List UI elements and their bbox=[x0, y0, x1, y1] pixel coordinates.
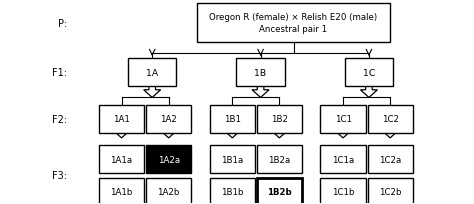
Text: 1C2: 1C2 bbox=[382, 115, 399, 124]
Text: 1A1b: 1A1b bbox=[110, 187, 133, 196]
Text: F3:: F3: bbox=[52, 171, 67, 180]
Polygon shape bbox=[144, 87, 161, 98]
Text: 1C2b: 1C2b bbox=[379, 187, 401, 196]
Text: 1A: 1A bbox=[146, 68, 158, 77]
Text: 1C1b: 1C1b bbox=[332, 187, 354, 196]
Text: 1A2: 1A2 bbox=[160, 115, 177, 124]
FancyBboxPatch shape bbox=[146, 178, 191, 204]
FancyBboxPatch shape bbox=[210, 105, 255, 133]
Text: 1C2a: 1C2a bbox=[379, 155, 401, 164]
Text: 1A2a: 1A2a bbox=[158, 155, 180, 164]
FancyBboxPatch shape bbox=[146, 145, 191, 173]
FancyBboxPatch shape bbox=[320, 105, 365, 133]
Text: 1B: 1B bbox=[255, 68, 266, 77]
FancyBboxPatch shape bbox=[257, 105, 302, 133]
Polygon shape bbox=[335, 131, 352, 138]
Text: 1A1: 1A1 bbox=[113, 115, 130, 124]
FancyBboxPatch shape bbox=[210, 145, 255, 173]
Polygon shape bbox=[252, 87, 269, 98]
FancyBboxPatch shape bbox=[99, 178, 144, 204]
FancyBboxPatch shape bbox=[367, 105, 413, 133]
Polygon shape bbox=[271, 131, 288, 138]
FancyBboxPatch shape bbox=[257, 145, 302, 173]
Text: 1B2b: 1B2b bbox=[267, 187, 292, 196]
Polygon shape bbox=[224, 131, 241, 138]
FancyBboxPatch shape bbox=[237, 59, 285, 87]
FancyBboxPatch shape bbox=[128, 59, 176, 87]
FancyBboxPatch shape bbox=[257, 178, 302, 204]
FancyBboxPatch shape bbox=[146, 105, 191, 133]
Text: Oregon R (female) × Relish E20 (male)
Ancestral pair 1: Oregon R (female) × Relish E20 (male) An… bbox=[210, 13, 378, 34]
Text: 1B2: 1B2 bbox=[271, 115, 288, 124]
Text: P:: P: bbox=[58, 19, 67, 29]
FancyBboxPatch shape bbox=[99, 105, 144, 133]
Text: 1B1b: 1B1b bbox=[221, 187, 244, 196]
Text: 1B2a: 1B2a bbox=[268, 155, 291, 164]
FancyBboxPatch shape bbox=[99, 145, 144, 173]
Text: 1B1: 1B1 bbox=[224, 115, 241, 124]
FancyBboxPatch shape bbox=[367, 178, 413, 204]
Polygon shape bbox=[382, 131, 399, 138]
Text: 1B1a: 1B1a bbox=[221, 155, 244, 164]
Text: 1A2b: 1A2b bbox=[157, 187, 180, 196]
Polygon shape bbox=[360, 87, 377, 98]
Text: 1C1a: 1C1a bbox=[332, 155, 354, 164]
FancyBboxPatch shape bbox=[345, 59, 393, 87]
Text: 1C1: 1C1 bbox=[335, 115, 352, 124]
Text: 1A1a: 1A1a bbox=[110, 155, 133, 164]
Polygon shape bbox=[113, 131, 130, 138]
Polygon shape bbox=[160, 131, 177, 138]
Text: F2:: F2: bbox=[52, 114, 67, 124]
FancyBboxPatch shape bbox=[320, 178, 365, 204]
Text: 1C: 1C bbox=[363, 68, 375, 77]
FancyBboxPatch shape bbox=[367, 145, 413, 173]
FancyBboxPatch shape bbox=[210, 178, 255, 204]
FancyBboxPatch shape bbox=[197, 4, 390, 43]
Text: F1:: F1: bbox=[52, 68, 67, 78]
FancyBboxPatch shape bbox=[320, 145, 365, 173]
